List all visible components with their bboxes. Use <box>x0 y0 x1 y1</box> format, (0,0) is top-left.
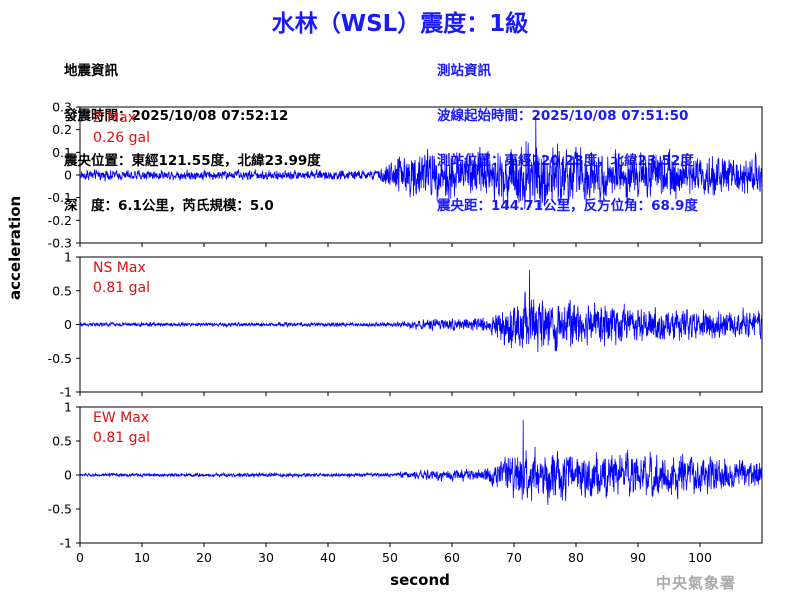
y-tick-label: -0.3 <box>48 236 72 251</box>
station-info: 測站資訊 波線起始時間：2025/10/08 07:51:50 測站位置：東經1… <box>437 34 698 229</box>
agency-watermark: 中央氣象署 <box>656 574 737 592</box>
y-tick-label: 0 <box>64 317 72 332</box>
quake-info: 地震資訊 發震時間：2025/10/08 07:52:12 震央位置：東經121… <box>64 34 321 229</box>
station-location: 測站位置：東經120.23度，北緯23.52度 <box>437 153 694 169</box>
y-tick-label: 1 <box>64 400 72 415</box>
x-tick-label: 20 <box>196 550 212 565</box>
max-value-ew: 0.81 gal <box>93 430 150 446</box>
quake-info-heading: 地震資訊 <box>64 63 118 79</box>
x-tick-label: 100 <box>688 550 712 565</box>
max-label-ns: NS Max <box>93 260 146 276</box>
y-tick-label: -1 <box>60 536 72 551</box>
y-axis-label: acceleration <box>6 195 24 300</box>
y-tick-label: 0.2 <box>52 122 72 137</box>
y-tick-label: 1 <box>64 250 72 265</box>
y-tick-label: 0 <box>64 468 72 483</box>
x-tick-label: 60 <box>444 550 460 565</box>
x-tick-label: 10 <box>134 550 150 565</box>
x-tick-label: 50 <box>382 550 398 565</box>
y-tick-label: 0.5 <box>52 283 72 298</box>
epicenter: 震央位置：東經121.55度，北緯23.99度 <box>64 153 321 169</box>
x-tick-label: 70 <box>506 550 522 565</box>
waveform-ns <box>79 269 763 353</box>
origin-time: 發震時間：2025/10/08 07:52:12 <box>64 108 289 124</box>
wave-start-time: 波線起始時間：2025/10/08 07:51:50 <box>437 108 689 124</box>
y-tick-label: 0.1 <box>52 145 72 160</box>
x-axis-label: second <box>390 571 450 589</box>
station-info-heading: 測站資訊 <box>437 63 491 79</box>
y-tick-label: 0.5 <box>52 434 72 449</box>
x-tick-label: 80 <box>568 550 584 565</box>
y-tick-label: -1 <box>60 385 72 400</box>
max-value-z: 0.26 gal <box>93 130 150 146</box>
y-tick-label: 0 <box>64 168 72 183</box>
max-label-z: Z Max <box>93 110 136 126</box>
y-tick-label: -0.5 <box>48 502 72 517</box>
waveform-ew <box>79 419 763 506</box>
chart-title: 水林（WSL）震度：1級 <box>271 11 529 37</box>
x-tick-label: 90 <box>630 550 646 565</box>
x-tick-label: 40 <box>320 550 336 565</box>
x-tick-label: 0 <box>76 550 84 565</box>
x-tick-label: 30 <box>258 550 274 565</box>
waveform-z <box>79 116 763 210</box>
y-tick-label: -0.5 <box>48 351 72 366</box>
epicentral-distance: 震央距：144.71公里，反方位角：68.9度 <box>437 198 698 214</box>
depth-magnitude: 深 度：6.1公里，芮氏規模：5.0 <box>64 198 274 214</box>
y-tick-label: -0.1 <box>48 190 72 205</box>
max-label-ew: EW Max <box>93 410 149 426</box>
y-tick-label: 0.3 <box>52 100 72 115</box>
y-tick-label: -0.2 <box>48 213 72 228</box>
max-value-ns: 0.81 gal <box>93 280 150 296</box>
